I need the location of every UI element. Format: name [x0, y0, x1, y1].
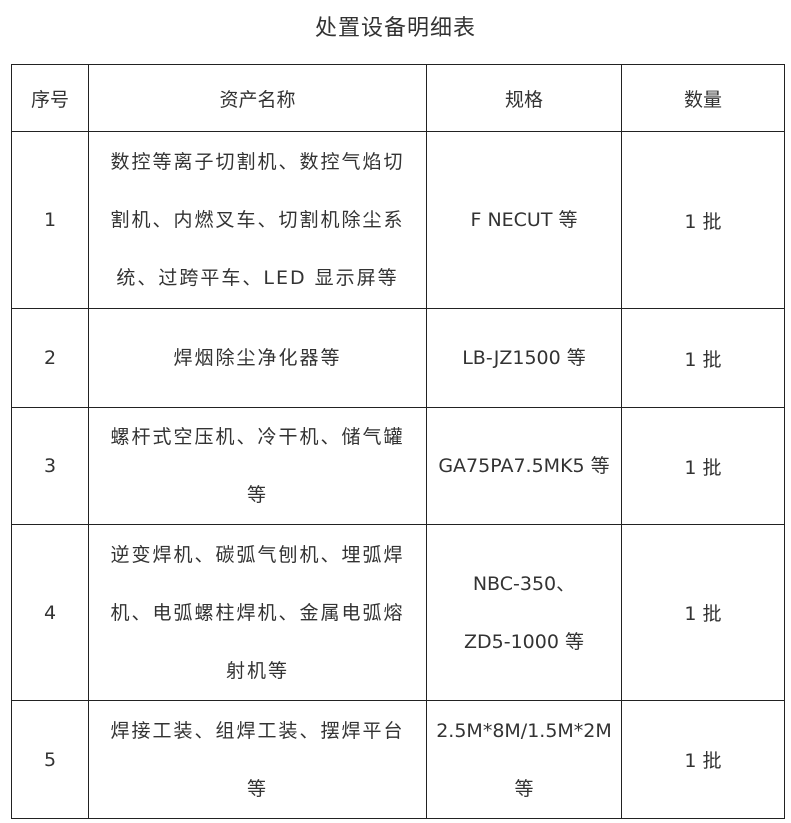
asset-name-line: 等 — [246, 777, 268, 800]
row-number: 3 — [11, 407, 89, 525]
table-header-row: 序号 资产名称 规格 数量 — [11, 64, 785, 132]
quantity: 1 批 — [621, 524, 785, 701]
asset-name-line: 等 — [246, 484, 268, 506]
asset-name: 焊烟除尘净化器等 — [88, 308, 427, 408]
row-number: 2 — [11, 308, 89, 408]
spec-line: F NECUT 等 — [470, 209, 578, 231]
row-number: 4 — [11, 524, 89, 701]
spec-line: 等 — [514, 777, 534, 800]
table-row: 5 焊接工装、组焊工装、摆焊平台等 2.5M*8M/1.5M*2M 等 1 批 — [11, 700, 785, 819]
spec: LB-JZ1500 等 — [426, 308, 622, 408]
asset-name: 焊接工装、组焊工装、摆焊平台等 — [88, 700, 427, 819]
asset-name-line: 射机等 — [225, 659, 289, 682]
asset-name-line: 机、电弧螺柱焊机、金属电弧熔 — [110, 601, 405, 624]
table-row: 2 焊烟除尘净化器等 LB-JZ1500 等 1 批 — [11, 308, 785, 408]
spec: NBC-350、 ZD5-1000 等 — [426, 524, 622, 701]
row-number: 5 — [11, 700, 89, 819]
spec-line: NBC-350、 — [472, 572, 576, 595]
spec: F NECUT 等 — [426, 131, 622, 309]
asset-name-line: 焊接工装、组焊工装、摆焊平台 — [110, 719, 405, 742]
asset-name-line: 统、过跨平车、LED 显示屏等 — [116, 267, 399, 289]
equipment-table: 序号 资产名称 规格 数量 1 数控等离子切割机、数控气焰切 割机、内燃叉车、切割机… — [11, 64, 785, 819]
header-name: 资产名称 — [88, 64, 427, 132]
asset-name-line: 焊烟除尘净化器等 — [173, 347, 342, 369]
spec-line: LB-JZ1500 等 — [462, 347, 586, 369]
spec-line: ZD5-1000 等 — [464, 630, 584, 653]
spec-line: GA75PA7.5MK5 等 — [438, 455, 610, 477]
quantity: 1 批 — [621, 308, 785, 408]
asset-name-line: 螺杆式空压机、冷干机、储气罐 — [110, 426, 405, 448]
asset-name: 螺杆式空压机、冷干机、储气罐等 — [88, 407, 427, 525]
asset-name-line: 逆变焊机、碳弧气刨机、埋弧焊 — [110, 543, 405, 566]
spec: GA75PA7.5MK5 等 — [426, 407, 622, 525]
page-title: 处置设备明细表 — [314, 16, 476, 41]
header-spec: 规格 — [426, 64, 622, 132]
quantity: 1 批 — [621, 131, 785, 309]
spec-line: 2.5M*8M/1.5M*2M — [436, 719, 612, 742]
quantity: 1 批 — [621, 700, 785, 819]
row-number: 1 — [11, 131, 89, 309]
quantity: 1 批 — [621, 407, 785, 525]
asset-name-line: 数控等离子切割机、数控气焰切 — [110, 151, 405, 173]
spec: 2.5M*8M/1.5M*2M 等 — [426, 700, 622, 819]
table-row: 1 数控等离子切割机、数控气焰切 割机、内燃叉车、切割机除尘系 统、过跨平车、LED … — [11, 131, 785, 309]
header-qty: 数量 — [621, 64, 785, 132]
header-no: 序号 — [11, 64, 89, 132]
table-row: 4 逆变焊机、碳弧气刨机、埋弧焊 机、电弧螺柱焊机、金属电弧熔 射机等 NBC-350、… — [11, 524, 785, 701]
asset-name: 逆变焊机、碳弧气刨机、埋弧焊 机、电弧螺柱焊机、金属电弧熔 射机等 — [88, 524, 427, 701]
asset-name: 数控等离子切割机、数控气焰切 割机、内燃叉车、切割机除尘系 统、过跨平车、LED 显… — [88, 131, 427, 309]
asset-name-line: 割机、内燃叉车、切割机除尘系 — [110, 209, 405, 231]
